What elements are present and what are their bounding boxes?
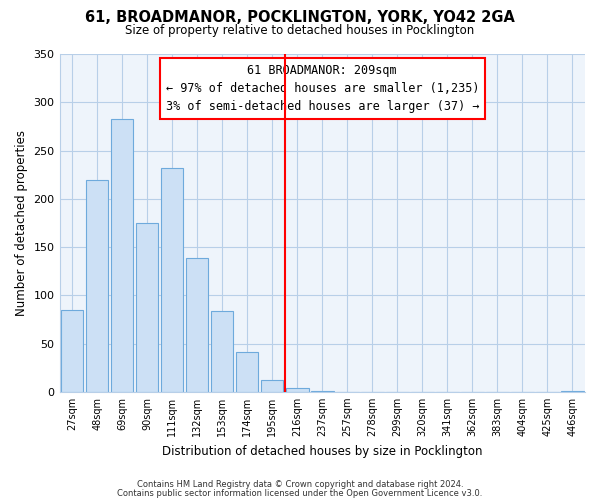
Text: 61, BROADMANOR, POCKLINGTON, YORK, YO42 2GA: 61, BROADMANOR, POCKLINGTON, YORK, YO42 … — [85, 10, 515, 25]
Bar — [61, 310, 83, 392]
Bar — [186, 258, 208, 392]
Bar — [86, 180, 109, 392]
Bar — [111, 118, 133, 392]
Y-axis label: Number of detached properties: Number of detached properties — [15, 130, 28, 316]
Bar — [561, 391, 584, 392]
Text: Contains HM Land Registry data © Crown copyright and database right 2024.: Contains HM Land Registry data © Crown c… — [137, 480, 463, 489]
Text: 61 BROADMANOR: 209sqm
← 97% of detached houses are smaller (1,235)
3% of semi-de: 61 BROADMANOR: 209sqm ← 97% of detached … — [166, 64, 479, 113]
Text: Contains public sector information licensed under the Open Government Licence v3: Contains public sector information licen… — [118, 488, 482, 498]
Bar — [211, 310, 233, 392]
Bar — [236, 352, 259, 392]
Text: Size of property relative to detached houses in Pocklington: Size of property relative to detached ho… — [125, 24, 475, 37]
Bar — [311, 391, 334, 392]
Bar — [261, 380, 283, 392]
Bar — [161, 168, 184, 392]
Bar — [136, 223, 158, 392]
Bar — [286, 388, 308, 392]
X-axis label: Distribution of detached houses by size in Pocklington: Distribution of detached houses by size … — [162, 444, 482, 458]
